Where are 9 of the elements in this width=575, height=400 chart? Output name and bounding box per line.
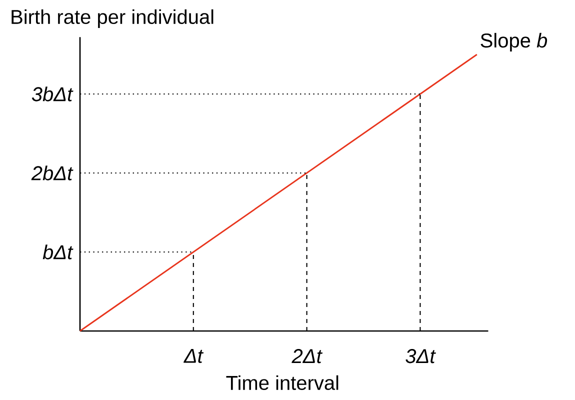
y-tick-label: bΔt xyxy=(42,244,74,260)
x-tick-label: 3Δt xyxy=(406,349,436,364)
x-axis-title: Time interval xyxy=(226,375,338,390)
x-tick-label: Δt xyxy=(184,349,204,363)
y-tick-label: 3bΔt xyxy=(32,86,74,102)
y-tick-label: 2bΔt xyxy=(31,166,74,180)
annotation: Slope b xyxy=(480,32,548,52)
y-axis-title: Birth rate per individual xyxy=(12,9,214,28)
x-tick-label: 2Δt xyxy=(292,349,323,364)
